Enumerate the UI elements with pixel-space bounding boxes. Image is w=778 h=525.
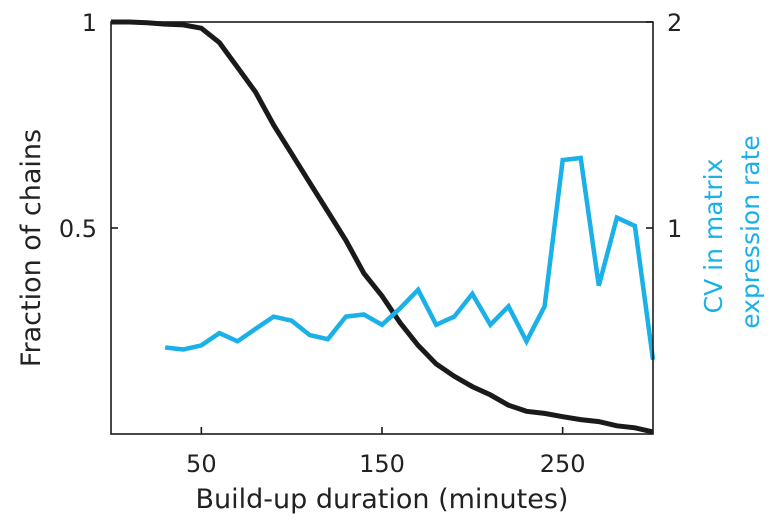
fraction-of-chains-line xyxy=(111,19,654,435)
right-y-axis-label: CV in matrix expression rate xyxy=(699,135,765,329)
left-y-axis-label: Fraction of chains xyxy=(16,129,47,367)
right-y-axis-label-line-1: CV in matrix xyxy=(699,159,728,314)
ticks-layer: 50 150 250 0.5 1 1 2 xyxy=(59,9,682,478)
x-tick-label: 150 xyxy=(359,450,405,478)
right-y-axis-label-line-2: expression rate xyxy=(736,135,765,329)
x-tick-label: 250 xyxy=(540,450,586,478)
left-y-tick-label: 0.5 xyxy=(59,215,97,243)
right-y-tick-label: 2 xyxy=(667,9,682,37)
cv-expression-rate-line xyxy=(164,155,656,361)
plot-lines xyxy=(111,19,656,435)
right-y-tick-label: 1 xyxy=(667,215,682,243)
left-y-tick-label: 1 xyxy=(82,9,97,37)
x-tick-label: 50 xyxy=(186,450,217,478)
plot-frame xyxy=(110,21,654,435)
x-axis-label: Build-up duration (minutes) xyxy=(196,484,569,515)
